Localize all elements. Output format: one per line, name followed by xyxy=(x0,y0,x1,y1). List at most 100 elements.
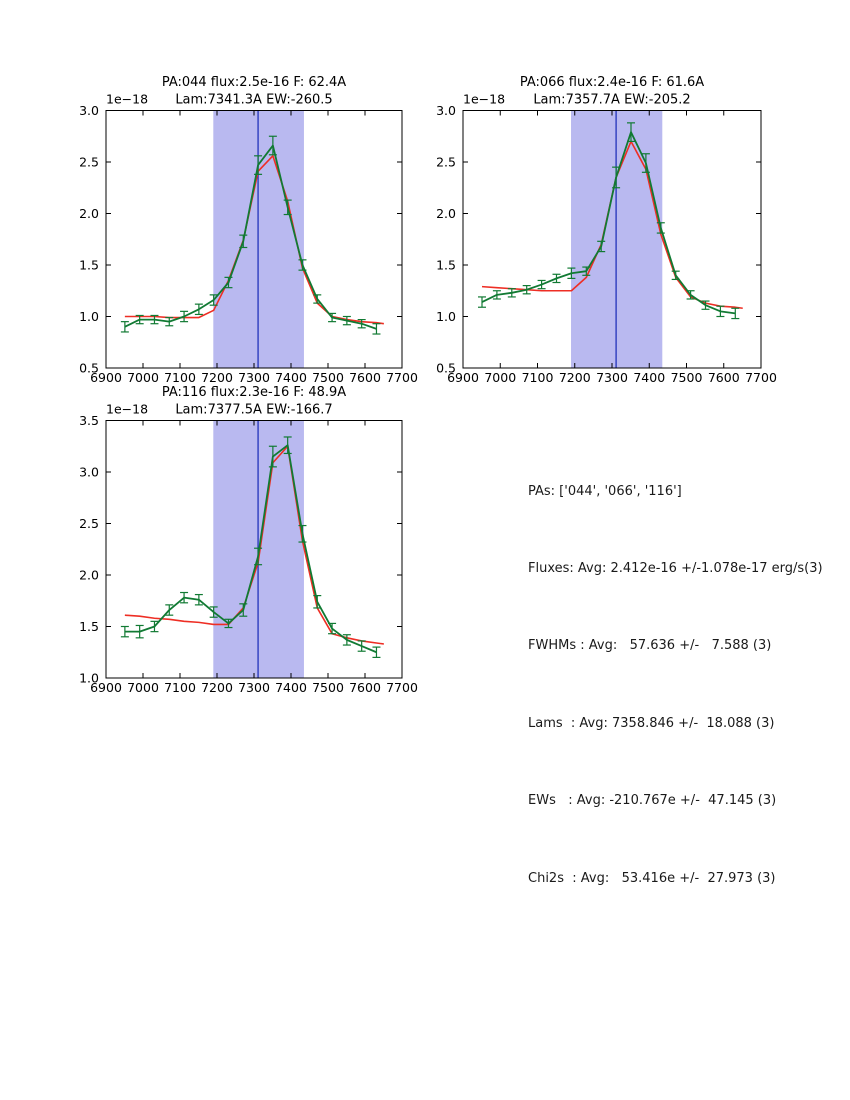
x-tick-label: 7000 xyxy=(127,680,159,695)
errorbar xyxy=(686,290,695,300)
errorbar xyxy=(656,222,665,234)
x-tick-label: 7600 xyxy=(708,370,740,385)
x-tick-label: 7000 xyxy=(127,370,159,385)
errorbar xyxy=(612,166,621,189)
data-line xyxy=(124,144,377,330)
summary-line-fluxes: Fluxes: Avg: 2.412e-16 +/-1.078e-17 erg/… xyxy=(528,560,823,576)
plot-title-line2: Lam:7341.3A EW:-260.5 xyxy=(175,93,332,108)
x-tick-label: 7400 xyxy=(275,680,307,695)
y-tick-label: 2.5 xyxy=(79,516,99,531)
x-tick-label: 7500 xyxy=(671,370,703,385)
errorbar xyxy=(194,303,203,316)
errorbar xyxy=(135,314,144,325)
errorbar xyxy=(254,155,263,175)
errorbar xyxy=(283,436,292,455)
summary-line-pas: PAs: ['044', '066', '116'] xyxy=(528,483,682,499)
x-tick-label: 7400 xyxy=(633,370,665,385)
errorbar xyxy=(120,321,129,333)
errorbar xyxy=(150,314,159,325)
x-tick-label: 6900 xyxy=(90,680,122,695)
x-tick-label: 7700 xyxy=(745,370,777,385)
x-tick-label: 7500 xyxy=(312,370,344,385)
summary-line-ews: EWs : Avg: -210.767e +/- 47.145 (3) xyxy=(528,793,777,809)
errorbar xyxy=(150,620,159,633)
x-tick-label: 7600 xyxy=(349,370,381,385)
y-tick-label: 1.5 xyxy=(79,619,99,634)
plot-title-line2: Lam:7377.5A EW:-166.7 xyxy=(175,403,332,418)
errorbar xyxy=(716,305,725,318)
errorbar xyxy=(165,316,174,327)
y-tick-label: 1.5 xyxy=(79,258,99,273)
errorbar xyxy=(342,315,351,326)
y-axis-offset-label: 1e−18 xyxy=(463,92,505,107)
errorbar xyxy=(641,153,650,173)
x-tick-label: 7500 xyxy=(312,680,344,695)
errorbar xyxy=(492,290,501,300)
errorbar xyxy=(552,273,561,284)
errorbar xyxy=(357,318,366,329)
errorbar xyxy=(283,199,292,216)
plot-pa-116: 6900 7000 7100 7200 7300 7400 7500 7600 7700 1.0 1… xyxy=(79,385,418,695)
summary-line-chi2s: Chi2s : Avg: 53.416e +/- 27.973 (3) xyxy=(528,870,776,886)
plot-title-line1: PA:116 flux:2.3e-16 F: 48.9A xyxy=(162,385,346,400)
x-tick-label: 6900 xyxy=(90,370,122,385)
y-tick-label: 1.0 xyxy=(79,671,99,686)
x-tick-label: 7300 xyxy=(238,680,270,695)
errorbar xyxy=(224,276,233,289)
x-tick-label: 7200 xyxy=(201,370,233,385)
errorbar xyxy=(180,591,189,604)
errorbar xyxy=(239,234,248,249)
data-line xyxy=(124,444,377,654)
y-tick-label: 3.0 xyxy=(436,103,456,118)
y-tick-label: 1.0 xyxy=(79,309,99,324)
y-tick-label: 0.5 xyxy=(79,361,99,376)
x-tick-label: 7700 xyxy=(386,370,418,385)
plot-title-line1: PA:044 flux:2.5e-16 F: 62.4A xyxy=(162,75,346,90)
plot-pa-066: 6900 7000 7100 7200 7300 7400 7500 7600 7700 0.5 1… xyxy=(436,75,777,385)
plot-title-line1: PA:066 flux:2.4e-16 F: 61.6A xyxy=(520,75,704,90)
plot-pa-044: 6900 7000 7100 7200 7300 7400 7500 7600 7700 0.5 1… xyxy=(79,75,418,385)
errorbar xyxy=(522,285,531,295)
y-axis-offset-label: 1e−18 xyxy=(106,92,148,107)
x-tick-label: 7100 xyxy=(164,680,196,695)
errorbar xyxy=(477,296,486,308)
errorbar xyxy=(180,310,189,323)
summary-line-fwhms: FWHMs : Avg: 57.636 +/- 7.588 (3) xyxy=(528,638,772,654)
errorbar xyxy=(298,259,307,271)
x-tick-label: 7100 xyxy=(522,370,554,385)
x-tick-label: 7100 xyxy=(164,370,196,385)
x-tick-label: 7400 xyxy=(275,370,307,385)
errorbar xyxy=(701,300,710,310)
errorbar xyxy=(507,288,516,298)
errorbar xyxy=(372,646,381,659)
data-line xyxy=(481,131,736,315)
y-tick-label: 2.5 xyxy=(436,155,456,170)
errorbar xyxy=(254,547,263,566)
errorbar xyxy=(268,135,277,156)
errorbar xyxy=(537,279,546,290)
errorbar xyxy=(582,266,591,276)
errorbar xyxy=(328,622,337,635)
x-tick-label: 6900 xyxy=(447,370,479,385)
y-axis-offset-label: 1e−18 xyxy=(106,402,148,417)
errorbar xyxy=(626,122,635,142)
errorbar xyxy=(328,312,337,323)
x-tick-label: 7300 xyxy=(596,370,628,385)
summary-line-lams: Lams : Avg: 7358.846 +/- 18.088 (3) xyxy=(528,715,775,731)
errorbar xyxy=(209,294,218,306)
x-tick-label: 7000 xyxy=(484,370,516,385)
x-tick-label: 7300 xyxy=(238,370,270,385)
y-tick-label: 2.0 xyxy=(79,568,99,583)
errorbar xyxy=(135,624,144,639)
errorbar xyxy=(671,270,680,281)
errorbar xyxy=(120,625,129,638)
errorbar xyxy=(194,593,203,606)
errorbar xyxy=(239,603,248,617)
y-tick-label: 2.0 xyxy=(436,206,456,221)
errorbar xyxy=(597,240,606,253)
errorbar xyxy=(313,294,322,304)
errorbar xyxy=(313,594,322,609)
errorbar xyxy=(224,618,233,629)
